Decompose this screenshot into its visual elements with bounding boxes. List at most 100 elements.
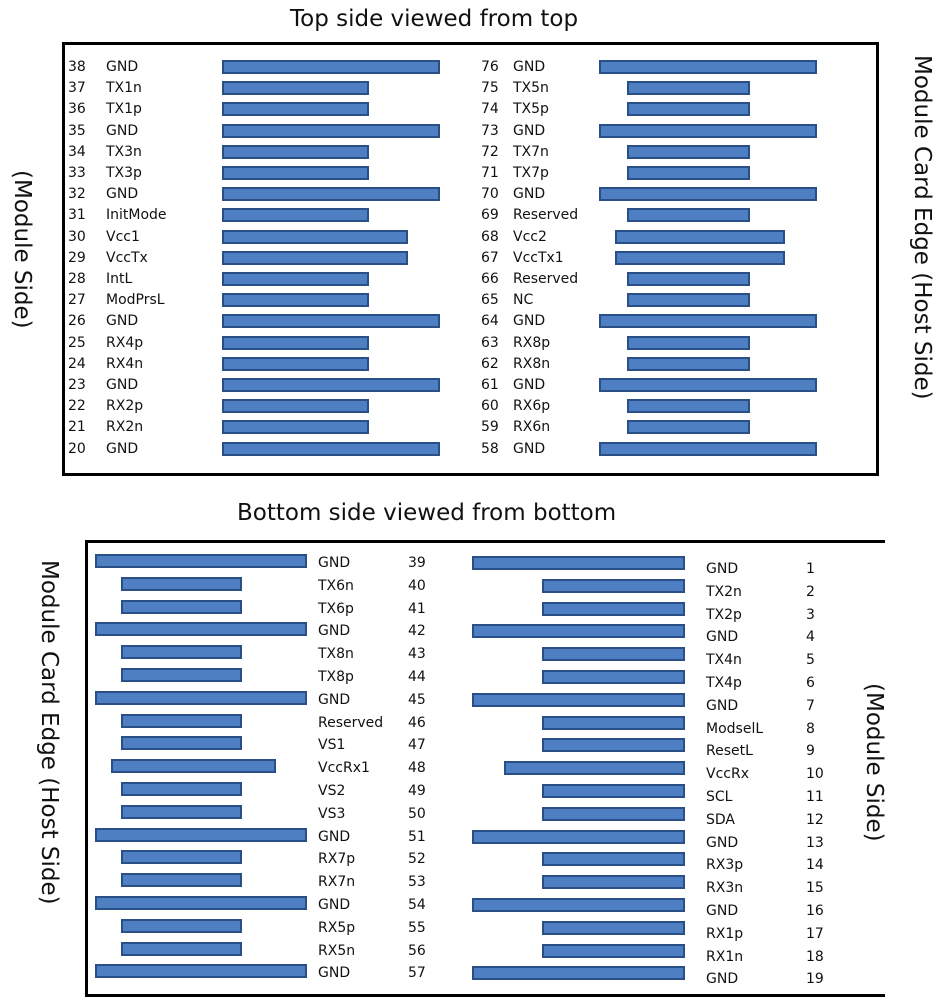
pin-number: 15 xyxy=(806,880,824,897)
pin-pad xyxy=(95,622,307,637)
pin-pad xyxy=(222,81,369,96)
pin-name: GND xyxy=(706,629,739,646)
pin-name: Reserved xyxy=(318,714,384,731)
pin-number: 62 xyxy=(481,355,499,372)
pin-name: GND xyxy=(513,377,546,393)
pin-number: 39 xyxy=(408,555,426,571)
pin-name: GND xyxy=(318,828,351,845)
pin-pad xyxy=(472,898,685,912)
pin-name: RX7n xyxy=(318,874,356,891)
pin-number: 4 xyxy=(806,629,815,646)
pin-number: 9 xyxy=(806,743,815,760)
bottom-left-side-label: Module Card Edge (Host Side) xyxy=(36,560,62,905)
pin-name: IntL xyxy=(106,271,133,287)
pin-pad xyxy=(222,335,369,350)
pin-name: GND xyxy=(318,623,351,640)
pin-pad xyxy=(627,356,750,371)
pin-number: 54 xyxy=(408,897,426,913)
pin-pad xyxy=(542,875,685,890)
pin-number: 26 xyxy=(68,313,86,330)
pin-pad xyxy=(222,420,369,435)
pin-name: RX4p xyxy=(106,334,144,351)
top-left-side-label: (Module Side) xyxy=(9,170,35,329)
pin-pad xyxy=(222,441,440,456)
pin-pad xyxy=(472,966,685,981)
pin-pad xyxy=(542,943,685,958)
pin-number: 35 xyxy=(68,122,86,139)
pin-pad xyxy=(599,187,817,202)
pin-name: RX1p xyxy=(706,925,744,942)
pin-number: 20 xyxy=(68,440,86,457)
pin-name: RX5p xyxy=(318,919,356,936)
pin-pad xyxy=(542,670,685,684)
pin-pad xyxy=(95,690,307,705)
pin-name: GND xyxy=(106,122,139,139)
pin-name: VS1 xyxy=(318,737,346,754)
pin-name: TX4n xyxy=(706,652,742,669)
pin-name: RX7p xyxy=(318,851,356,868)
pin-number: 11 xyxy=(806,789,824,805)
pin-pad xyxy=(222,272,369,286)
pin-name: GND xyxy=(706,903,739,919)
top-title: Top side viewed from top xyxy=(290,6,579,32)
pin-pad xyxy=(121,873,242,888)
pin-name: TX6p xyxy=(318,600,354,617)
pin-pad xyxy=(599,314,817,329)
pin-number: 19 xyxy=(806,971,824,988)
pin-name: TX3p xyxy=(106,165,142,181)
bottom-right-side-label: (Module Side) xyxy=(861,683,887,842)
pin-name: InitMode xyxy=(106,207,167,224)
pin-pad xyxy=(222,208,369,223)
pin-pad xyxy=(95,964,307,979)
pin-pad xyxy=(472,829,685,844)
pin-number: 67 xyxy=(481,249,499,266)
pin-number: 42 xyxy=(408,623,426,640)
pin-name: GND xyxy=(706,697,739,714)
pin-pad xyxy=(542,784,685,798)
pin-pad xyxy=(111,759,276,774)
pin-pad xyxy=(121,576,242,591)
pin-name: GND xyxy=(513,313,546,330)
pin-name: VccRx xyxy=(706,766,749,783)
pin-name: RX8n xyxy=(513,355,551,372)
pin-name: TX7p xyxy=(513,165,549,181)
pin-number: 52 xyxy=(408,851,426,868)
pin-number: 13 xyxy=(806,834,824,851)
pin-number: 17 xyxy=(806,925,824,942)
pin-number: 18 xyxy=(806,948,824,965)
pin-number: 29 xyxy=(68,249,86,266)
pin-name: ModPrsL xyxy=(106,292,165,309)
pin-number: 72 xyxy=(481,143,499,160)
pin-pad xyxy=(222,250,408,265)
pin-name: TX2p xyxy=(706,606,742,623)
pin-name: TX5p xyxy=(513,101,549,118)
pin-name: TX1n xyxy=(106,80,142,97)
pin-name: SDA xyxy=(706,811,735,828)
pin-pad xyxy=(542,738,685,753)
pin-number: 63 xyxy=(481,334,499,351)
pin-pad xyxy=(121,645,242,660)
pin-pad xyxy=(627,81,750,96)
pin-number: 22 xyxy=(68,398,86,415)
pin-name: VS2 xyxy=(318,783,346,799)
pin-number: 31 xyxy=(68,207,86,224)
pin-name: Reserved xyxy=(513,207,579,224)
pin-pad xyxy=(222,102,369,117)
pin-name: TX1p xyxy=(106,101,142,118)
pin-number: 16 xyxy=(806,903,824,919)
pin-number: 50 xyxy=(408,805,426,822)
pin-name: GND xyxy=(318,897,351,913)
top-right-side-label: Module Card Edge (Host Side) xyxy=(909,55,935,400)
pin-number: 10 xyxy=(806,766,824,783)
pin-number: 56 xyxy=(408,942,426,959)
pin-pad xyxy=(121,668,242,682)
pin-pad xyxy=(121,713,242,728)
pin-number: 40 xyxy=(408,577,426,594)
pin-name: GND xyxy=(706,834,739,851)
pin-number: 27 xyxy=(68,292,86,309)
pin-pad xyxy=(627,272,750,286)
pin-name: RX6n xyxy=(513,419,551,436)
pin-number: 49 xyxy=(408,783,426,799)
pin-number: 38 xyxy=(68,59,86,75)
pin-pad xyxy=(222,314,440,329)
